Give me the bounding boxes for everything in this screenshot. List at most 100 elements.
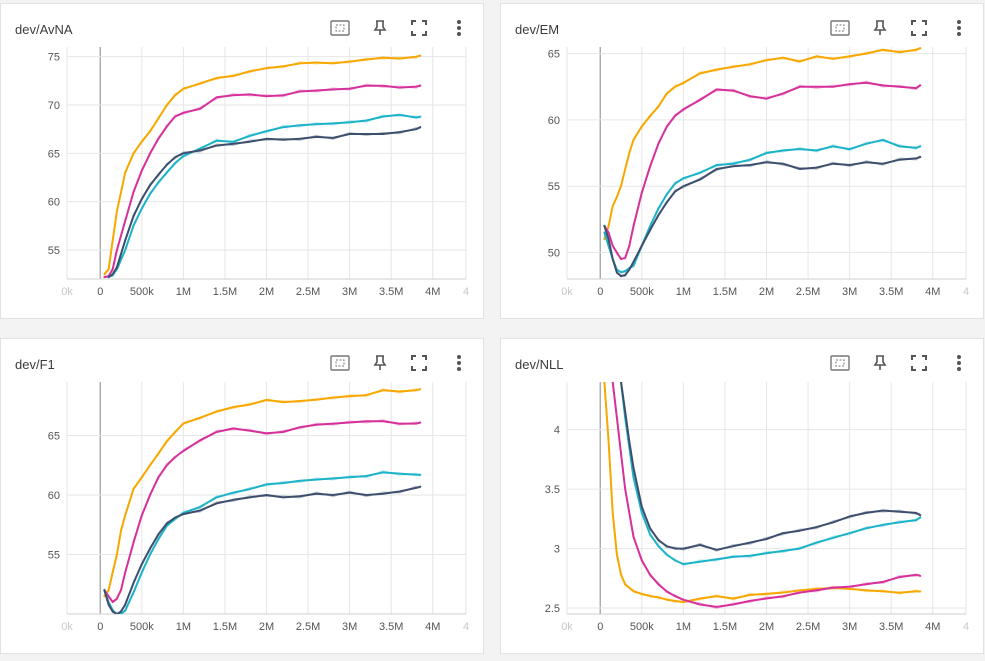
x-tick-label: 3M [342, 286, 357, 298]
series-line-orange [103, 388, 422, 598]
series-line-cyan [107, 113, 422, 279]
series-line-orange [603, 382, 922, 604]
fit-to-data-button[interactable] [828, 16, 852, 40]
x-tick-label: 3.5M [879, 286, 903, 298]
x-tick-label: 4 [963, 286, 969, 298]
fullscreen-button[interactable] [407, 351, 431, 375]
more-vert-icon [957, 355, 961, 371]
y-tick-label: 2.5 [545, 603, 560, 615]
more-options-button[interactable] [947, 16, 971, 40]
pin-button[interactable] [868, 16, 892, 40]
chart-plot-em: 0k 0 500k 1M 1.5M 2M 2.5M 3M 3.5M 4M 4 50 55 60 65 [548, 47, 969, 298]
x-tick-label: 0k [561, 621, 573, 633]
x-tick-label: 500k [130, 286, 154, 298]
x-tick-label: 2M [259, 286, 274, 298]
chart-plot-nll: 0k 0 500k 1M 1.5M 2M 2.5M 3M 3.5M 4M 4 2.5 3 3.5 4 [545, 382, 969, 633]
series-line-magenta [103, 420, 422, 604]
chart-card-nll: dev/NLL 0k 0 500k 1M 1.5M 2M 2.5M 3M 3.5M 4M 4 2.5 3… [500, 338, 984, 654]
fit-to-data-icon [830, 355, 850, 371]
fit-to-data-button[interactable] [328, 16, 352, 40]
fit-to-data-icon [330, 355, 350, 371]
series-raw-line-orange [603, 382, 921, 604]
x-tick-label: 3M [842, 286, 857, 298]
x-tick-label: 4 [963, 621, 969, 633]
x-tick-label: 1M [176, 621, 191, 633]
pin-icon [373, 355, 387, 370]
x-tick-label: 4 [463, 621, 469, 633]
x-tick-label: 1.5M [713, 286, 737, 298]
series-line-cyan [620, 382, 922, 565]
fullscreen-icon [411, 355, 427, 371]
fit-to-data-icon [330, 20, 350, 36]
pin-button[interactable] [368, 351, 392, 375]
y-tick-label: 60 [48, 197, 60, 209]
fit-to-data-button[interactable] [828, 351, 852, 375]
x-tick-label: 0 [97, 286, 103, 298]
more-vert-icon [957, 20, 961, 36]
series-raw-line-navy [603, 155, 921, 278]
x-tick-label: 2.5M [796, 621, 820, 633]
series-line-cyan [103, 471, 422, 614]
series-raw-line-magenta [603, 80, 921, 260]
chart-title: dev/EM [515, 22, 560, 37]
chart-title: dev/F1 [15, 357, 55, 372]
y-tick-label: 75 [48, 52, 60, 64]
x-tick-label: 0k [61, 621, 73, 633]
chart-plot-avna: 0k 0 500k 1M 1.5M 2M 2.5M 3M 3.5M 4M 4 55 60 65 70 75 [48, 47, 469, 298]
series-line-navy [107, 126, 422, 279]
x-tick-label: 1M [676, 286, 691, 298]
chart-title: dev/NLL [515, 357, 564, 372]
x-tick-label: 2.5M [296, 621, 320, 633]
x-tick-label: 2M [759, 621, 774, 633]
series-line-navy [603, 156, 922, 278]
series-line-magenta [611, 382, 922, 608]
more-options-button[interactable] [447, 16, 471, 40]
fit-to-data-button[interactable] [328, 351, 352, 375]
x-tick-label: 500k [130, 621, 154, 633]
y-tick-label: 60 [548, 115, 560, 127]
y-tick-label: 65 [48, 431, 60, 443]
x-tick-label: 2.5M [296, 286, 320, 298]
series-line-orange [603, 47, 922, 241]
y-tick-label: 60 [48, 490, 60, 502]
pin-button[interactable] [868, 351, 892, 375]
chart-title: dev/AvNA [15, 22, 73, 37]
pin-icon [873, 355, 887, 370]
y-tick-label: 50 [548, 247, 560, 259]
x-tick-label: 2M [259, 621, 274, 633]
fullscreen-button[interactable] [907, 351, 931, 375]
more-options-button[interactable] [947, 351, 971, 375]
x-tick-label: 0k [561, 286, 573, 298]
chart-card-em: dev/EM 0k 0 500k 1M 1.5M 2M 2.5M 3M 3.5M 4M 4 50 55 6… [500, 3, 984, 319]
series-line-navy [620, 382, 922, 551]
more-vert-icon [457, 20, 461, 36]
y-tick-label: 3.5 [545, 484, 560, 496]
y-tick-label: 65 [48, 148, 60, 160]
series-line-magenta [103, 84, 422, 279]
more-vert-icon [457, 355, 461, 371]
x-tick-label: 1.5M [213, 286, 237, 298]
fit-to-data-icon [830, 20, 850, 36]
y-tick-label: 55 [548, 181, 560, 193]
series-line-magenta [603, 81, 922, 261]
x-tick-label: 4M [925, 286, 940, 298]
x-tick-label: 4M [425, 286, 440, 298]
y-tick-label: 55 [48, 245, 60, 257]
pin-button[interactable] [368, 16, 392, 40]
x-tick-label: 3M [342, 621, 357, 633]
x-tick-label: 0k [61, 286, 73, 298]
x-tick-label: 3.5M [879, 621, 903, 633]
fullscreen-button[interactable] [407, 16, 431, 40]
chart-card-avna: dev/AvNA 0k 0 500k 1M 1.5M 2M 2.5M 3M 3.5M 4M 4 55 6… [0, 3, 484, 319]
x-tick-label: 0 [597, 621, 603, 633]
series-raw-line-magenta [103, 419, 421, 602]
x-tick-label: 2.5M [796, 286, 820, 298]
fullscreen-button[interactable] [907, 16, 931, 40]
pin-icon [373, 20, 387, 35]
y-tick-label: 70 [48, 100, 60, 112]
x-tick-label: 500k [630, 286, 654, 298]
more-options-button[interactable] [447, 351, 471, 375]
x-tick-label: 1M [176, 286, 191, 298]
x-tick-label: 0 [597, 286, 603, 298]
x-tick-label: 3M [842, 621, 857, 633]
